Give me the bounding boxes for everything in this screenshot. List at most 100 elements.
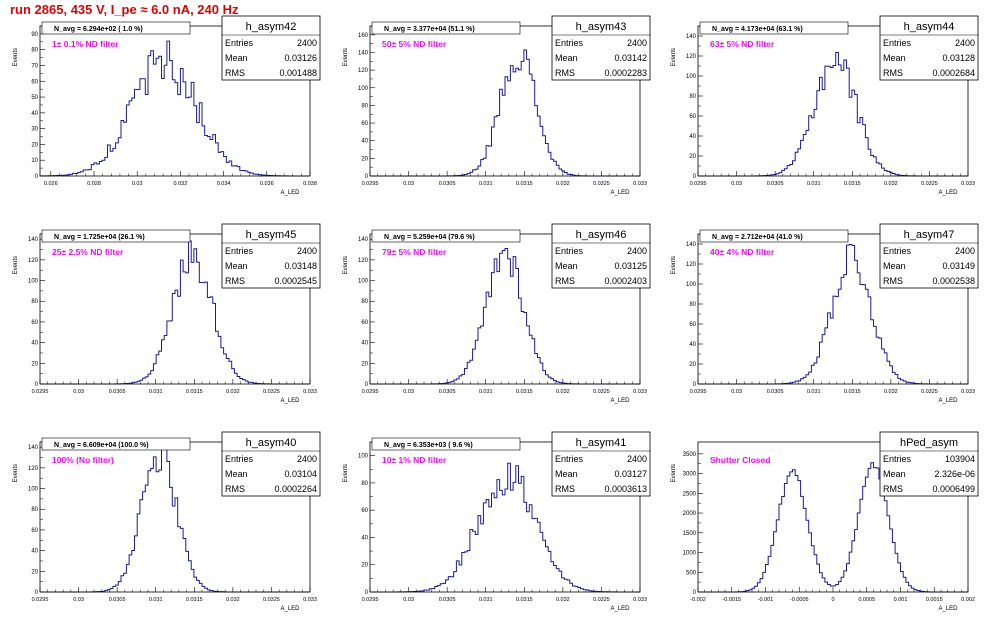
stats-value: 0.0002545	[274, 276, 317, 286]
y-axis-label: Events	[13, 256, 19, 274]
stats-label: RMS	[883, 276, 903, 286]
x-axis-label: A_LED	[280, 190, 300, 196]
y-tick-label: 30	[31, 127, 38, 133]
y-tick-label: 100	[686, 282, 697, 288]
stats-value: 0.0002264	[274, 484, 317, 494]
y-axis-label: Events	[13, 464, 19, 482]
y-tick-label: 20	[689, 362, 696, 368]
x-tick-label: 0.033	[633, 597, 647, 603]
stats-label: Mean	[225, 53, 248, 63]
stats-label: RMS	[555, 276, 575, 286]
histogram-name: h_asym46	[576, 229, 627, 241]
stats-label: RMS	[883, 68, 903, 78]
stats-value: 0.0002538	[932, 276, 975, 286]
navg-label: N_avg = 2.712e+04 (41.0 %)	[712, 234, 803, 241]
stats-label: Mean	[225, 469, 248, 479]
y-tick-label: 40	[361, 535, 368, 541]
y-tick-label: 0	[365, 382, 369, 388]
stats-value: 0.03142	[614, 53, 647, 63]
x-axis-label: A_LED	[610, 606, 630, 612]
x-tick-label: 0.0295	[32, 389, 49, 395]
filter-label: 40± 4% ND filter	[710, 247, 775, 257]
stats-label: Mean	[555, 53, 578, 63]
stats-label: Mean	[555, 469, 578, 479]
stats-value: 103904	[945, 454, 975, 464]
stats-value: 2400	[627, 246, 647, 256]
x-tick-label: 0.0295	[362, 181, 379, 187]
x-tick-label: 0.0315	[516, 389, 533, 395]
x-axis-label: A_LED	[938, 606, 958, 612]
y-tick-label: 120	[686, 262, 697, 268]
stats-value: 2.326e-06	[934, 469, 975, 479]
histogram-name: h_asym42	[246, 21, 297, 33]
x-tick-label: 0.0305	[767, 181, 784, 187]
stats-label: Entries	[225, 454, 254, 464]
y-tick-label: 80	[361, 299, 368, 305]
y-tick-label: 20	[31, 142, 38, 148]
x-tick-label: 0.0315	[186, 389, 203, 395]
x-tick-label: 0.002	[961, 597, 975, 603]
stats-label: Entries	[883, 454, 912, 464]
x-tick-label: 0.032	[884, 389, 898, 395]
x-tick-label: 0.0315	[186, 597, 203, 603]
x-tick-label: 0.031	[479, 597, 493, 603]
x-tick-label: 0.0315	[516, 597, 533, 603]
stats-label: Mean	[883, 53, 906, 63]
x-tick-label: 0.033	[961, 181, 975, 187]
stats-value: 2400	[955, 246, 975, 256]
stats-value: 0.0006499	[932, 484, 975, 494]
filter-label: 79± 5% ND filter	[382, 247, 447, 257]
x-tick-label: 0.0315	[516, 181, 533, 187]
x-tick-label: 0.0295	[32, 597, 49, 603]
stats-value: 0.03127	[614, 469, 647, 479]
stats-label: RMS	[555, 484, 575, 494]
histogram-name: h_asym47	[904, 229, 955, 241]
y-tick-label: 80	[689, 302, 696, 308]
navg-box	[41, 437, 191, 451]
stats-value: 2400	[297, 246, 317, 256]
y-tick-label: 0	[35, 382, 39, 388]
x-tick-label: 0.03	[731, 181, 742, 187]
x-tick-label: 0.032	[226, 597, 240, 603]
y-tick-label: 2500	[683, 491, 697, 497]
stats-value: 0.03104	[284, 469, 317, 479]
x-tick-label: 0.0315	[844, 181, 861, 187]
stats-box	[221, 431, 321, 497]
histogram-line	[369, 462, 641, 593]
navg-box	[41, 229, 191, 243]
histogram-panel-h_asym47: 0 20 40 60 80 100 120 140 0.0295 0.03 0.0305 0.031 0…	[671, 223, 979, 404]
x-axis-label: A_LED	[280, 398, 300, 404]
y-tick-label: 0	[693, 174, 697, 180]
y-axis-label: Events	[671, 256, 677, 274]
run-title: run 2865, 435 V, I_pe ≈ 6.0 nA, 240 Hz	[10, 2, 239, 17]
x-tick-label: 0.033	[961, 389, 975, 395]
y-tick-label: 40	[689, 342, 696, 348]
histogram-panel-h_asym41: 0 20 40 60 80 100 0.0295 0.03 0.0305 0.031 0.0315 0…	[343, 431, 651, 612]
y-tick-label: 40	[361, 341, 368, 347]
filter-label: Shutter Closed	[710, 455, 770, 465]
y-tick-label: 60	[31, 79, 38, 85]
y-tick-label: 0	[35, 174, 39, 180]
stats-box	[551, 15, 651, 81]
x-axis-label: A_LED	[280, 606, 300, 612]
filter-label: 100% (No filter)	[52, 455, 114, 465]
y-tick-label: 120	[28, 258, 39, 264]
x-tick-label: 0.033	[633, 389, 647, 395]
stats-value: 0.0002283	[604, 68, 647, 78]
x-tick-label: 0.0325	[593, 597, 610, 603]
histogram-panel-h_asym45: 0 20 40 60 80 100 120 140 0.0295 0.03 0.0305 0.031 0…	[13, 223, 321, 404]
x-tick-label: 0.033	[303, 597, 317, 603]
y-tick-label: 40	[31, 341, 38, 347]
stats-label: Entries	[555, 38, 584, 48]
y-axis-label: Events	[343, 464, 349, 482]
histogram-panel-h_asym43: 0 20 40 60 80 100 120 140 160 0.0295 0.03 0.0305 0.0…	[343, 15, 651, 196]
y-axis-label: Events	[671, 464, 677, 482]
y-tick-label: 80	[689, 94, 696, 100]
stats-label: Entries	[555, 454, 584, 464]
stats-label: Entries	[883, 38, 912, 48]
stats-value: 2400	[955, 38, 975, 48]
x-tick-label: 0.03	[403, 389, 414, 395]
navg-label: N_avg = 6.609e+04 (100.0 %)	[54, 442, 149, 449]
stats-label: Mean	[883, 261, 906, 271]
